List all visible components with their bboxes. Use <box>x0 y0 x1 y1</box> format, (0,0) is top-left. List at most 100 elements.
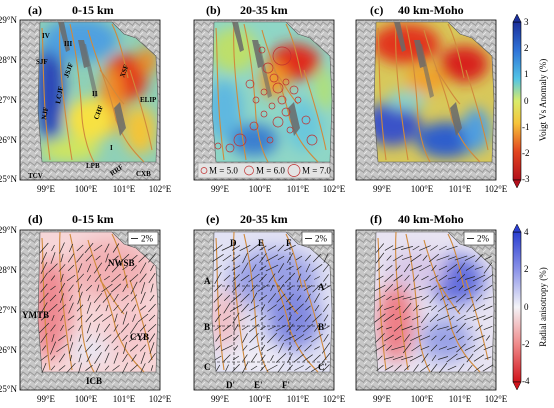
anisotropy-bar <box>259 265 267 271</box>
lon-a-102: 102°E <box>149 184 172 194</box>
fault-label-lcjf: LCJF <box>54 86 65 105</box>
profile-label-e-prime: E' <box>254 380 263 390</box>
panel-c <box>355 19 497 181</box>
anisotropy-bar <box>402 342 412 354</box>
anisotropy-bar <box>395 265 401 271</box>
anisotropy-bar <box>51 244 55 252</box>
anisotropy-bar <box>241 362 249 374</box>
lon-c-100: 100°E <box>411 184 434 194</box>
anisotropy-bar <box>50 355 56 361</box>
anisotropy-bar <box>482 364 494 372</box>
anisotropy-bar <box>304 314 312 322</box>
anisotropy-bar <box>40 302 48 314</box>
anisotropy-bar <box>231 254 241 262</box>
anisotropy-bar <box>111 263 121 273</box>
anisotropy-bar <box>233 345 239 351</box>
anisotropy-bar <box>314 324 320 332</box>
anisotropy-bar <box>377 355 383 361</box>
anisotropy-bar <box>267 293 277 303</box>
anisotropy-bar <box>375 243 385 253</box>
panel-e-title: 20-35 km <box>240 212 288 226</box>
anisotropy-bar <box>305 305 311 311</box>
lon-c-101: 101°E <box>449 184 472 194</box>
anisotropy-bar <box>248 243 260 253</box>
anisotropy-bar <box>393 324 403 332</box>
anisotropy-bar <box>249 333 259 343</box>
anisotropy-bar <box>49 341 57 355</box>
anisotropy-bar <box>239 244 251 252</box>
anisotropy-bar <box>321 352 331 364</box>
anisotropy-bar <box>85 254 93 262</box>
lat-tick-29-top: 29°N <box>0 15 17 25</box>
anisotropy-bar <box>464 345 476 351</box>
anisotropy-bar <box>429 313 439 323</box>
anisotropy-bar <box>296 344 302 352</box>
anisotropy-bar <box>374 313 386 323</box>
anisotropy-bar <box>267 325 277 331</box>
anisotropy-bar <box>40 333 48 343</box>
anisotropy-bar <box>242 284 248 292</box>
profile-label-e: E <box>258 238 264 248</box>
anisotropy-bar <box>93 292 103 304</box>
anisotropy-bar <box>473 344 485 352</box>
anisotropy-bar <box>225 364 229 372</box>
anisotropy-bar <box>305 274 311 282</box>
anisotropy-bar <box>112 243 120 253</box>
anisotropy-bar <box>322 263 330 273</box>
lon-c-102: 102°E <box>485 184 508 194</box>
anisotropy-bar <box>437 356 449 360</box>
anisotropy-bar <box>38 322 50 334</box>
profile-label-a-prime: A' <box>318 282 327 292</box>
anisotropy-bar <box>421 295 429 301</box>
anisotropy-bar <box>131 354 137 362</box>
anisotropy-bar <box>305 263 311 273</box>
anisotropy-bar <box>449 315 455 321</box>
anisotropy-bar <box>259 315 267 321</box>
anisotropy-bar <box>447 365 457 371</box>
anisotropy-bar <box>391 345 405 351</box>
anisotropy-bar <box>139 334 147 342</box>
anisotropy-bar <box>240 274 250 282</box>
fault-label-cxb: CXB <box>136 170 151 178</box>
anisotropy-bar <box>58 365 66 371</box>
anisotropy-bar <box>249 304 259 312</box>
anisotropy-bar <box>323 303 329 313</box>
anisotropy-bar <box>305 254 311 262</box>
panel-d: 2% <box>19 229 161 391</box>
anisotropy-bar <box>483 262 493 274</box>
anisotropy-bar <box>447 276 457 280</box>
anisotropy-bar <box>233 324 239 332</box>
anisotropy-bar <box>413 364 419 372</box>
anisotropy-bar <box>295 325 303 331</box>
anisotropy-bar <box>121 302 129 314</box>
anisotropy-bar <box>232 274 240 282</box>
anisotropy-bar <box>449 336 455 340</box>
anisotropy-bar <box>129 344 139 352</box>
anisotropy-bar <box>50 275 56 281</box>
anisotropy-bar <box>403 283 411 293</box>
anisotropy-bar <box>294 303 304 313</box>
anisotropy-bar <box>57 304 67 312</box>
cb-top-tick-3: 3 <box>524 17 529 27</box>
anisotropy-bar <box>139 324 147 332</box>
anisotropy-bar <box>457 303 465 313</box>
anisotropy-bar <box>67 264 75 272</box>
anisotropy-bar <box>323 253 329 263</box>
anisotropy-bar <box>113 324 119 332</box>
lat-tick-27-bottom: 27°N <box>0 305 17 315</box>
anisotropy-bar <box>303 323 313 333</box>
anisotropy-bar <box>150 283 154 293</box>
anisotropy-bar <box>447 285 457 291</box>
anisotropy-bar <box>77 283 83 293</box>
anisotropy-bar <box>473 335 485 341</box>
lon-f-102: 102°E <box>485 394 508 404</box>
magnitude-legend-6: M = 6.0 <box>256 166 285 176</box>
anisotropy-bar <box>296 295 302 301</box>
lon-f-101: 101°E <box>449 394 472 404</box>
scale-label-f: 2% <box>477 234 490 244</box>
anisotropy-bar <box>401 355 413 361</box>
anisotropy-bar <box>466 326 474 330</box>
lat-tick-25-top: 25°N <box>0 174 17 184</box>
anisotropy-bar <box>296 273 302 283</box>
anisotropy-bar <box>277 244 285 252</box>
